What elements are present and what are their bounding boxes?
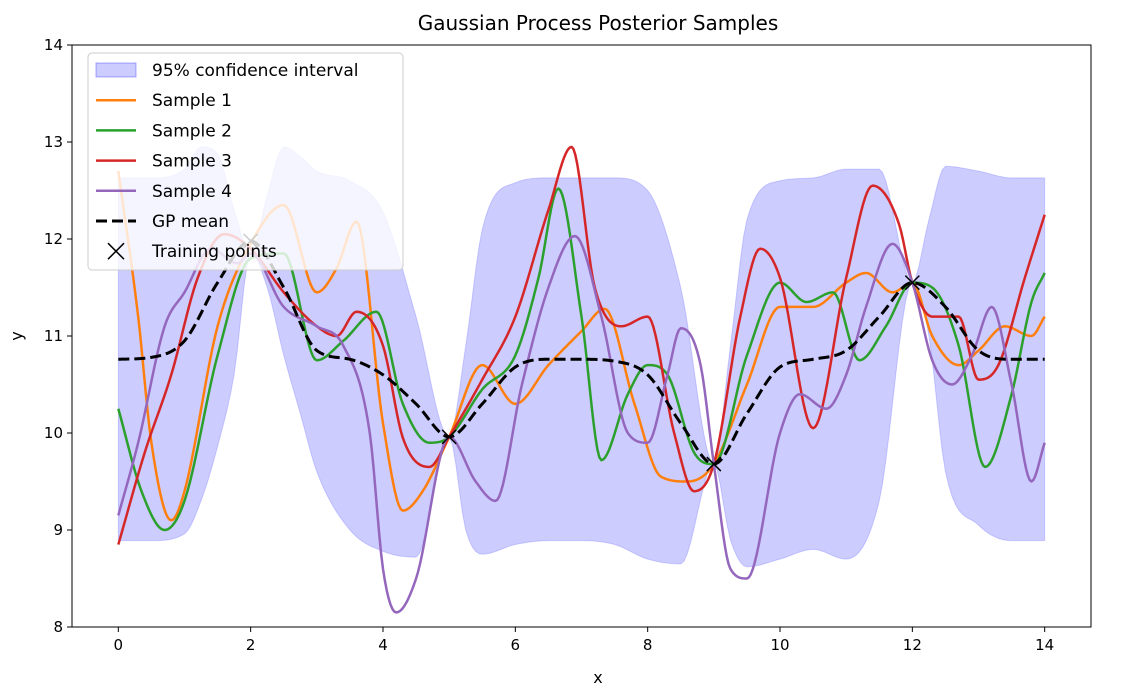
x-tick-label: 6 (511, 636, 521, 654)
training-point (441, 429, 457, 445)
x-tick-label: 2 (246, 636, 256, 654)
legend-entry-gp-mean-label: GP mean (152, 212, 229, 232)
x-tick-label: 14 (1035, 636, 1054, 654)
x-tick-label: 10 (770, 636, 789, 654)
y-tick-label: 9 (53, 521, 63, 539)
series-line-sample-4 (117, 234, 1046, 614)
legend-entry-95-confidence-interval-label: 95% confidence interval (152, 61, 358, 81)
legend-entry-sample-4-label: Sample 4 (152, 182, 232, 202)
y-axis-label: y (7, 331, 26, 340)
chart-title: Gaussian Process Posterior Samples (418, 11, 779, 35)
y-tick-label: 12 (44, 230, 63, 248)
legend-entry-training-points-label: Training points (151, 242, 277, 262)
x-tick-label: 4 (378, 636, 388, 654)
legend: 95% confidence interval Sample 1 Sample 2 S… (87, 52, 404, 271)
training-point (706, 456, 722, 472)
legend-box (87, 52, 404, 271)
y-tick-label: 10 (44, 424, 63, 442)
legend-entry-95-confidence-interval-swatch (95, 62, 137, 78)
x-axis-label: x (593, 668, 602, 687)
y-tick-label: 14 (44, 36, 63, 54)
axis-ticks: 0 2 4 6 8 10 12 14 8 9 10 11 12 13 14 (44, 36, 1054, 654)
legend-entry-sample-1-label: Sample 1 (152, 91, 232, 111)
legend-entry-sample-3-label: Sample 3 (152, 152, 232, 172)
x-tick-label: 8 (643, 636, 653, 654)
y-tick-label: 11 (44, 327, 63, 345)
y-tick-label: 13 (44, 133, 63, 151)
series-line-sample-3 (117, 145, 1046, 545)
training-point (904, 275, 920, 291)
legend-entry-sample-2-label: Sample 2 (152, 121, 232, 141)
x-tick-label: 0 (114, 636, 124, 654)
y-tick-label: 8 (53, 618, 63, 636)
x-tick-label: 12 (903, 636, 922, 654)
legend-entry-training-points-swatch (107, 242, 125, 260)
